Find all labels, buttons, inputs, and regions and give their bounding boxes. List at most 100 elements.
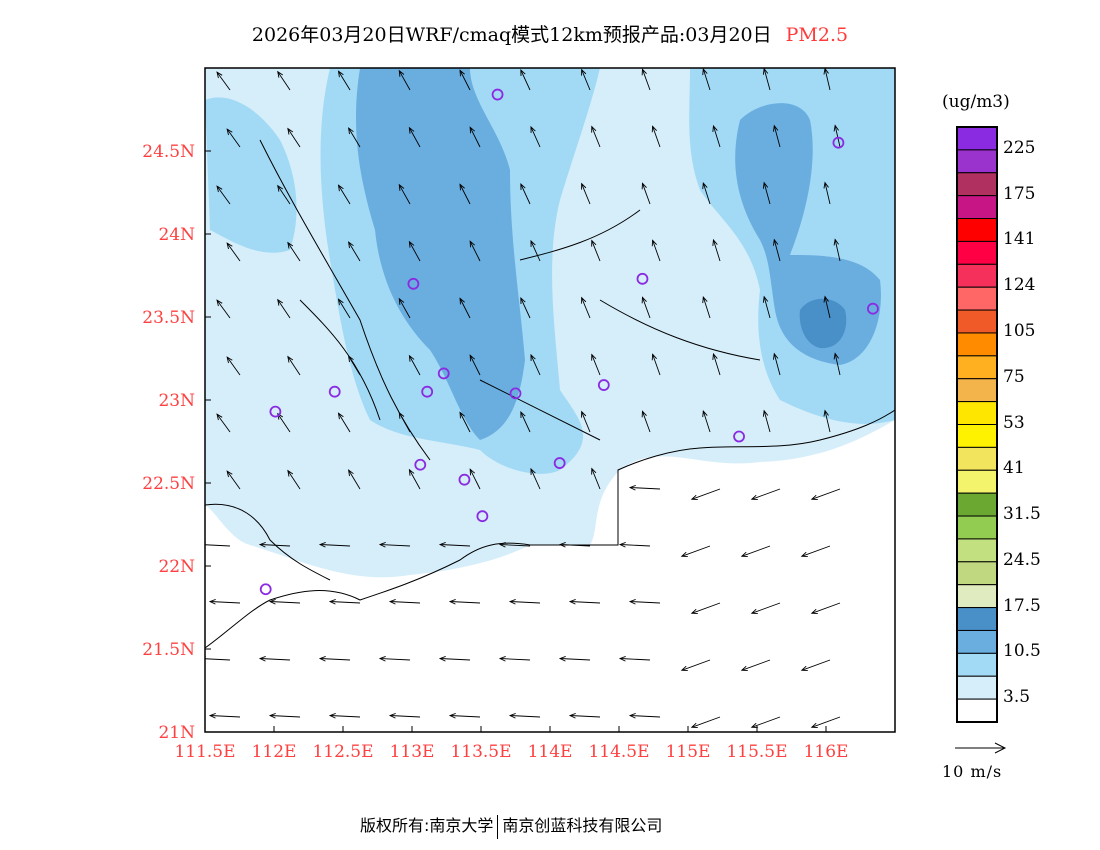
colorbar-swatch — [956, 675, 998, 700]
colorbar-label: 105 — [1003, 320, 1036, 341]
colorbar-label: 10.5 — [1003, 641, 1041, 662]
copyright-footer: 版权所有:南京大学 南京创蓝科技有限公司 — [360, 812, 662, 839]
colorbar-frame — [956, 126, 998, 723]
wind-arrow — [438, 656, 471, 662]
colorbar-swatch — [956, 607, 998, 631]
wind-arrow — [762, 68, 771, 91]
wind-arrow — [568, 599, 601, 605]
wind-arrow — [530, 353, 541, 376]
x-tick-label: 113E — [390, 742, 435, 762]
wind-arrow — [702, 181, 711, 205]
wind-arrow — [651, 353, 661, 376]
wind-arrow — [520, 410, 531, 433]
wind-arrow — [773, 124, 781, 148]
wind-arrow — [448, 713, 481, 719]
wind-arrow — [216, 413, 231, 433]
wind-arrow — [773, 238, 781, 262]
wind-arrow — [702, 409, 711, 433]
wind-arrow — [800, 659, 831, 672]
colorbar-swatch — [956, 126, 998, 151]
colorbar-swatch — [956, 652, 998, 677]
wind-arrow — [520, 182, 531, 205]
wind-arrow — [750, 602, 781, 615]
colorbar-swatch — [956, 309, 998, 334]
wind-arrow — [520, 68, 531, 91]
wind-arrow — [226, 470, 241, 490]
x-tick-label: 111.5E — [174, 742, 235, 762]
colorbar-swatch — [956, 149, 998, 174]
colorbar-swatch — [956, 424, 998, 448]
station-marker — [269, 405, 282, 418]
wind-arrow — [459, 69, 471, 91]
wind-arrow — [328, 713, 361, 719]
wind-arrow — [348, 469, 361, 490]
title-text: 2026年03月20日WRF/cmaq模式12km预报产品:03月20日 — [251, 24, 772, 46]
wind-reference-label: 10 m/s — [942, 762, 1003, 781]
wind-arrow — [800, 545, 831, 558]
wind-arrow — [558, 656, 591, 662]
wind-arrow — [277, 70, 291, 91]
title-variable: PM2.5 — [785, 24, 849, 46]
wind-arrow — [337, 184, 351, 205]
wind-arrow — [628, 485, 661, 491]
station-marker — [867, 302, 879, 315]
colorbar-label: 175 — [1003, 183, 1036, 204]
colorbar-label: 124 — [1003, 275, 1036, 296]
colorbar-swatch — [956, 492, 998, 517]
colorbar-label: 3.5 — [1003, 687, 1031, 708]
colorbar-label: 24.5 — [1003, 549, 1041, 570]
colorbar-swatch — [956, 378, 998, 403]
wind-arrow — [680, 659, 711, 672]
wind-arrow — [208, 599, 241, 605]
wind-arrow — [398, 69, 411, 91]
wind-arrow — [408, 468, 421, 490]
wind-arrow — [216, 71, 231, 91]
colorbar-swatch — [956, 218, 998, 242]
station-marker — [259, 583, 272, 596]
wind-arrow — [568, 713, 601, 719]
colorbar-swatch — [956, 263, 998, 288]
station-marker — [458, 473, 471, 486]
y-tick-label: 21N — [158, 723, 195, 743]
wind-arrow — [388, 713, 421, 719]
wind-arrow — [287, 355, 301, 376]
wind-arrow — [508, 713, 541, 719]
station-marker — [597, 379, 610, 391]
y-tick-label: 23.5N — [142, 308, 195, 328]
wind-arrow — [581, 296, 591, 319]
wind-arrow — [378, 542, 411, 548]
wind-arrow — [318, 656, 351, 662]
wind-reference-arrow — [955, 742, 1007, 754]
y-tick-label: 21.5N — [142, 640, 195, 660]
wind-arrow — [226, 242, 241, 262]
colorbar-label: 31.5 — [1003, 504, 1041, 525]
wind-arrow — [641, 296, 651, 319]
colorbar-label: 225 — [1003, 137, 1036, 158]
wind-arrow — [287, 469, 301, 490]
wind-arrow — [408, 354, 421, 376]
wind-arrow — [277, 412, 291, 433]
colorbar-swatch — [956, 172, 998, 197]
x-tick-label: 112E — [252, 742, 297, 762]
wind-arrow — [618, 542, 651, 548]
wind-arrow — [712, 124, 721, 148]
axis-ticks: 111.5E 112E 112.5E 113E 113.5E 114E 114.5E 115E… — [142, 142, 848, 762]
wind-arrow — [762, 409, 771, 433]
wind-arrow — [651, 239, 661, 262]
y-tick-label: 22.5N — [142, 474, 195, 494]
colorbar-swatch — [956, 561, 998, 586]
wind-arrow — [438, 542, 471, 548]
wind-arrow — [268, 713, 301, 719]
wind-arrow — [469, 354, 481, 376]
station-marker — [328, 385, 341, 398]
wind-arrow — [258, 656, 291, 662]
colorbar-label: 75 — [1003, 366, 1025, 387]
colorbar-swatch — [956, 629, 998, 654]
wind-arrow — [287, 241, 301, 262]
colorbar-label: 141 — [1003, 229, 1036, 250]
wind-arrow — [680, 545, 711, 558]
colorbar-swatch — [956, 240, 998, 265]
wind-arrow — [318, 542, 351, 548]
wind-arrow — [408, 126, 421, 148]
